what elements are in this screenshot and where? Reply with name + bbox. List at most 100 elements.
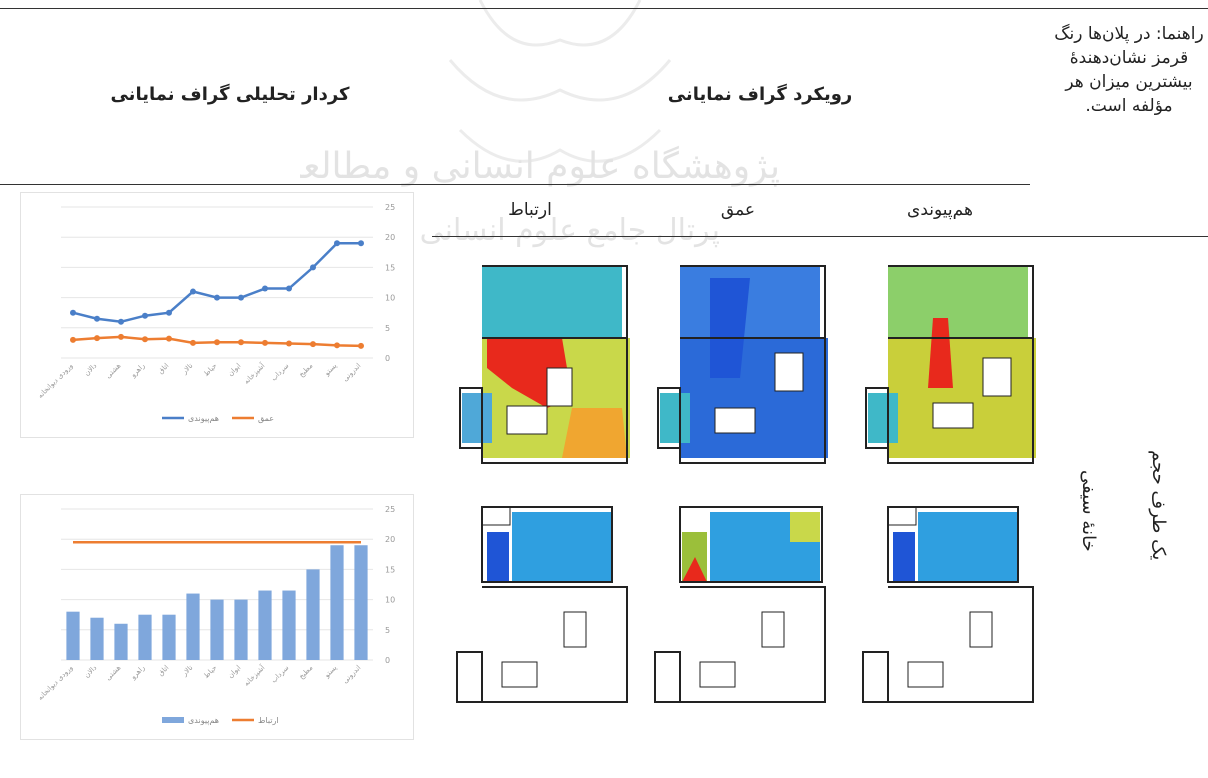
row-label-type: یک طرف حجم [1148, 450, 1169, 561]
plan-depth-full [650, 258, 830, 468]
x-tick-label: آشپزخانه [242, 662, 267, 687]
line-chart: 0 5 10 15 20 25 ورودی دیوانخانه دالان هشتی راهرو ا… [20, 192, 414, 438]
y-tick-label: 5 [385, 324, 390, 333]
plan-integration-full [858, 258, 1038, 468]
data-point [262, 339, 268, 346]
y-tick-label: 10 [385, 294, 395, 303]
subheader-rule [432, 236, 1208, 237]
data-point [70, 336, 76, 343]
data-point [286, 285, 292, 292]
data-point [190, 288, 196, 295]
legend-label: هم‌پیوندی [188, 414, 219, 423]
y-tick-label: 15 [385, 565, 395, 574]
column-header-integration: هم‌پیوندی [907, 200, 973, 220]
data-point [166, 309, 172, 316]
x-tick-label: اندرونی [341, 362, 362, 383]
x-tick-label: راهرو [129, 362, 147, 380]
row-label-house: خانهٔ سیفی [1078, 470, 1099, 552]
data-point [286, 340, 292, 347]
column-header-depth: عمق [720, 200, 756, 220]
data-point [166, 335, 172, 342]
data-point [70, 309, 76, 316]
watermark-line2: پرتال جامع علوم انسانی [420, 213, 720, 248]
watermark-line1: پژوهشگاه علوم انسانی و مطالعات فرهنگی [300, 145, 780, 187]
data-point [94, 335, 100, 342]
data-point [334, 240, 340, 247]
plan-depth-partial [650, 502, 830, 712]
plan-integration-partial [858, 502, 1038, 712]
data-point [190, 339, 196, 346]
x-tick-label: ورودی دیوانخانه [36, 362, 74, 400]
x-tick-label: ورودی دیوانخانه [36, 664, 74, 702]
bar [90, 617, 104, 660]
x-tick-label: سرداب [270, 664, 291, 685]
chart-column-header: کردار تحلیلی گراف نمایانی [110, 84, 350, 105]
y-tick-label: 10 [385, 596, 395, 605]
data-point [118, 318, 124, 325]
data-point [142, 336, 148, 343]
bar [234, 599, 248, 660]
y-tick-label: 5 [385, 626, 390, 635]
legend-note: راهنما: در پلان‌ها رنگ قرمز نشان‌دهندهٔ … [1054, 24, 1204, 116]
x-tick-label: مطبخ [297, 664, 314, 681]
data-point [358, 240, 364, 247]
y-tick-label: 20 [385, 233, 395, 242]
top-rule [0, 8, 1208, 9]
x-tick-label: راهرو [129, 664, 147, 682]
bar-chart-svg: 0 5 10 15 20 25 ورودی دیوانخانه دالان هشتی راهرو ا… [36, 505, 395, 725]
y-tick-label: 0 [385, 354, 390, 363]
x-tick-label: دالان [83, 664, 99, 680]
y-tick-label: 15 [385, 263, 395, 272]
bar [282, 590, 296, 660]
x-tick-label: دالان [83, 362, 99, 378]
data-point [358, 342, 364, 349]
data-point [142, 312, 148, 319]
data-point [310, 341, 316, 348]
bar [306, 569, 320, 660]
x-tick-label: اتاق [157, 664, 171, 678]
bar [354, 545, 368, 660]
legend-label: عمق [258, 414, 274, 423]
bar [330, 545, 344, 660]
x-tick-label: پستو [322, 664, 338, 680]
data-point [238, 294, 244, 301]
plan-connectivity-partial [452, 502, 632, 712]
x-tick-label: ایوان [226, 664, 242, 680]
bar [210, 599, 224, 660]
watermark: پژوهشگاه علوم انسانی و مطالعات فرهنگی پر… [300, 0, 780, 248]
data-point [214, 339, 220, 346]
bar [114, 623, 128, 660]
plan-connectivity-full [452, 258, 632, 468]
x-tick-label: سرداب [270, 362, 291, 383]
x-tick-label: حیاط [202, 664, 218, 680]
header-rule [0, 184, 1030, 185]
x-tick-label: پستو [322, 362, 338, 378]
y-tick-label: 25 [385, 505, 395, 514]
legend-swatch [162, 717, 184, 723]
series-line [72, 241, 361, 324]
data-point [94, 315, 100, 322]
x-tick-label: ایوان [226, 362, 242, 378]
data-point [334, 342, 340, 349]
x-tick-label: تالار [180, 362, 194, 376]
x-tick-label: هشتی [104, 362, 123, 381]
bar [66, 611, 80, 660]
bar [138, 614, 152, 660]
x-tick-label: حیاط [202, 362, 218, 378]
data-point [214, 294, 220, 301]
x-tick-label: هشتی [104, 664, 123, 683]
data-point [310, 264, 316, 271]
legend-label: هم‌پیوندی [188, 716, 219, 725]
x-tick-label: اتاق [157, 362, 171, 376]
bar [258, 590, 272, 660]
x-tick-label: تالار [180, 664, 194, 678]
line-chart-svg: 0 5 10 15 20 25 ورودی دیوانخانه دالان هشتی راهرو ا… [36, 203, 395, 423]
y-tick-label: 20 [385, 535, 395, 544]
bar [162, 614, 176, 660]
data-point [118, 333, 124, 340]
data-point [262, 285, 268, 292]
plan-column-header: رویکرد گراف نمایانی [667, 84, 853, 105]
y-tick-label: 0 [385, 656, 390, 665]
x-tick-label: مطبخ [297, 362, 314, 379]
bar-chart: 0 5 10 15 20 25 ورودی دیوانخانه دالان هشتی راهرو ا… [20, 494, 414, 740]
